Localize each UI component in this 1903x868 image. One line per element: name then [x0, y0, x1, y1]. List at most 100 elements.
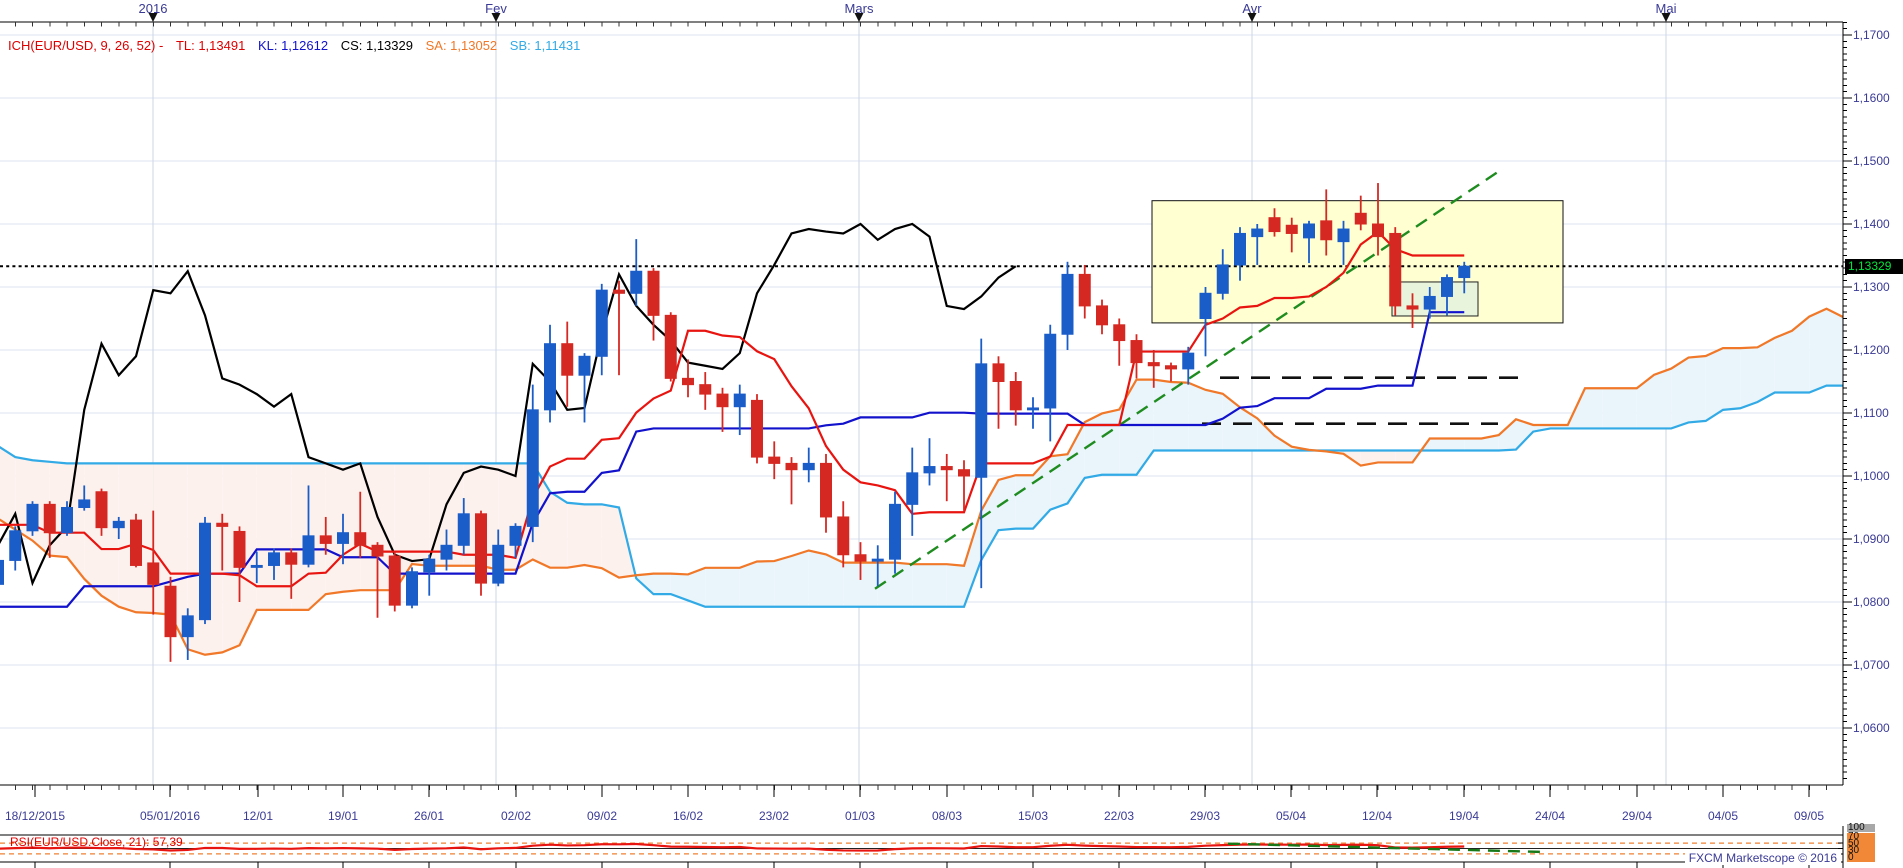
current-price-badge: 1,13329 — [1845, 259, 1903, 275]
ichimoku-cloud-segment — [929, 564, 947, 607]
ichimoku-cloud-segment — [1136, 379, 1154, 475]
ichimoku-cloud-segment — [601, 504, 619, 578]
ichimoku-cloud-segment — [1171, 381, 1189, 451]
ichimoku-cloud-segment — [1671, 357, 1689, 429]
date-axis-label: 12/04 — [1361, 809, 1393, 823]
chikou-line — [0, 222, 1017, 587]
date-axis-label: 19/04 — [1448, 809, 1480, 823]
ichimoku-cloud-segment — [1792, 316, 1810, 393]
candle-15/02 — [664, 312, 677, 382]
ichimoku-cloud-segment — [705, 567, 723, 607]
candle-14/04 — [1406, 293, 1419, 328]
ichimoku-cloud-segment — [1896, 284, 1903, 386]
ichimoku-cloud-segment — [1084, 413, 1102, 478]
ichimoku-cloud-segment — [84, 463, 102, 596]
date-axis-label: 04/05 — [1707, 809, 1739, 823]
candle-28/01 — [457, 498, 470, 555]
month-marker-arrow — [854, 13, 864, 22]
month-label-Fev: Fev — [485, 1, 507, 16]
candle-22/02 — [751, 394, 763, 464]
date-axis-label: 23/02 — [758, 809, 790, 823]
rsi-line — [0, 842, 1465, 852]
candle-07/01 — [199, 516, 211, 625]
candle-16/03 — [1044, 324, 1057, 442]
candle-02/03 — [871, 545, 884, 587]
month-marker-arrow — [1661, 13, 1671, 22]
legend-senkou-b-value: SB: 1,11431 — [509, 38, 581, 53]
ichimoku-cloud-segment — [791, 550, 809, 607]
rsi-scale-70: 70 — [1847, 832, 1875, 842]
candle-11/04 — [1354, 195, 1367, 231]
candle-11/02 — [630, 239, 643, 306]
legend-close-value: CS: 1,13329 — [340, 38, 413, 53]
date-axis-label: 08/03 — [931, 809, 963, 823]
month-label-2016: 2016 — [138, 1, 168, 16]
candle-24/03 — [1147, 350, 1160, 388]
date-axis-label: 19/01 — [327, 809, 359, 823]
price-axis-label: 1,1500 — [1853, 154, 1890, 168]
candle-29/03 — [1199, 287, 1212, 357]
candle-08/03 — [940, 453, 953, 502]
candle-20/01 — [354, 491, 367, 558]
ichimoku-cloud-segment — [1740, 347, 1758, 409]
candle-21/01 — [371, 542, 384, 618]
month-marker-arrow — [148, 13, 158, 22]
rsi-legend: RSI(EUR/USD.Close, 21): 57,39 — [10, 835, 183, 849]
ichimoku-cloud-segment — [964, 510, 982, 607]
ichimoku-cloud-segment — [1429, 438, 1447, 451]
ichimoku-cloud-segment — [1705, 348, 1723, 421]
ichimoku-cloud-segment — [222, 463, 240, 653]
ichimoku-cloud-segment — [1619, 388, 1637, 429]
candle-29/12 — [95, 488, 108, 536]
date-axis-label: 09/02 — [586, 809, 618, 823]
ichimoku-cloud-segment — [360, 463, 378, 591]
ichimoku-cloud-segment — [1723, 348, 1741, 410]
candle-23/03 — [1130, 334, 1143, 379]
ichimoku-cloud-segment — [826, 554, 844, 607]
date-axis-label: 29/04 — [1621, 809, 1653, 823]
ichimoku-cloud-segment — [670, 573, 688, 601]
ichimoku-cloud-segment — [567, 502, 585, 568]
date-axis-label: 01/03 — [844, 809, 876, 823]
candle-09/02 — [595, 283, 608, 376]
candle-29/01 — [475, 510, 487, 596]
date-axis-label: 15/03 — [1017, 809, 1049, 823]
candle-22/01 — [388, 551, 401, 612]
date-axis-label: 29/03 — [1189, 809, 1221, 823]
ichimoku-cloud-segment — [1188, 382, 1206, 451]
date-axis-label: 05/04 — [1275, 809, 1307, 823]
candle-21/03 — [1096, 299, 1108, 335]
ichimoku-cloud-segment — [808, 550, 826, 607]
candle-15/04 — [1423, 287, 1436, 319]
ichimoku-cloud-segment — [1654, 368, 1672, 429]
ichimoku-cloud-segment — [412, 463, 430, 566]
candle-06/04 — [1303, 220, 1315, 264]
candle-05/01 — [164, 576, 177, 662]
month-label-Mars: Mars — [844, 1, 874, 16]
candle-02/02 — [509, 523, 522, 558]
price-axis-label: 1,0800 — [1853, 595, 1890, 609]
senkou-a-line — [0, 307, 1843, 656]
price-axis-label: 1,0900 — [1853, 532, 1890, 546]
tenkan-line — [0, 230, 1465, 588]
ichimoku-cloud-segment — [1481, 435, 1499, 451]
date-axis-label: 05/01/2016 — [139, 809, 201, 823]
ichimoku-cloud-segment — [1878, 284, 1895, 386]
ichimoku-cloud-segment — [325, 463, 343, 595]
candle-03/03 — [889, 491, 901, 574]
candle-27/01 — [440, 529, 453, 571]
price-axis-label: 1,1600 — [1853, 91, 1890, 105]
candle-17/03 — [1061, 261, 1074, 350]
ichimoku-cloud-segment — [1498, 419, 1516, 451]
ichimoku-cloud-segment — [343, 463, 361, 592]
candle-03/02 — [526, 384, 539, 543]
ichimoku-cloud-segment — [1774, 330, 1792, 393]
candle-07/04 — [1320, 189, 1333, 256]
candle-31/12 — [130, 513, 142, 568]
candle-06/01 — [181, 608, 194, 660]
price-axis-label: 1,1200 — [1853, 343, 1890, 357]
ichimoku-cloud-segment — [1205, 389, 1223, 451]
candle-18/12 — [0, 559, 4, 585]
date-axis-label: 02/02 — [500, 809, 532, 823]
